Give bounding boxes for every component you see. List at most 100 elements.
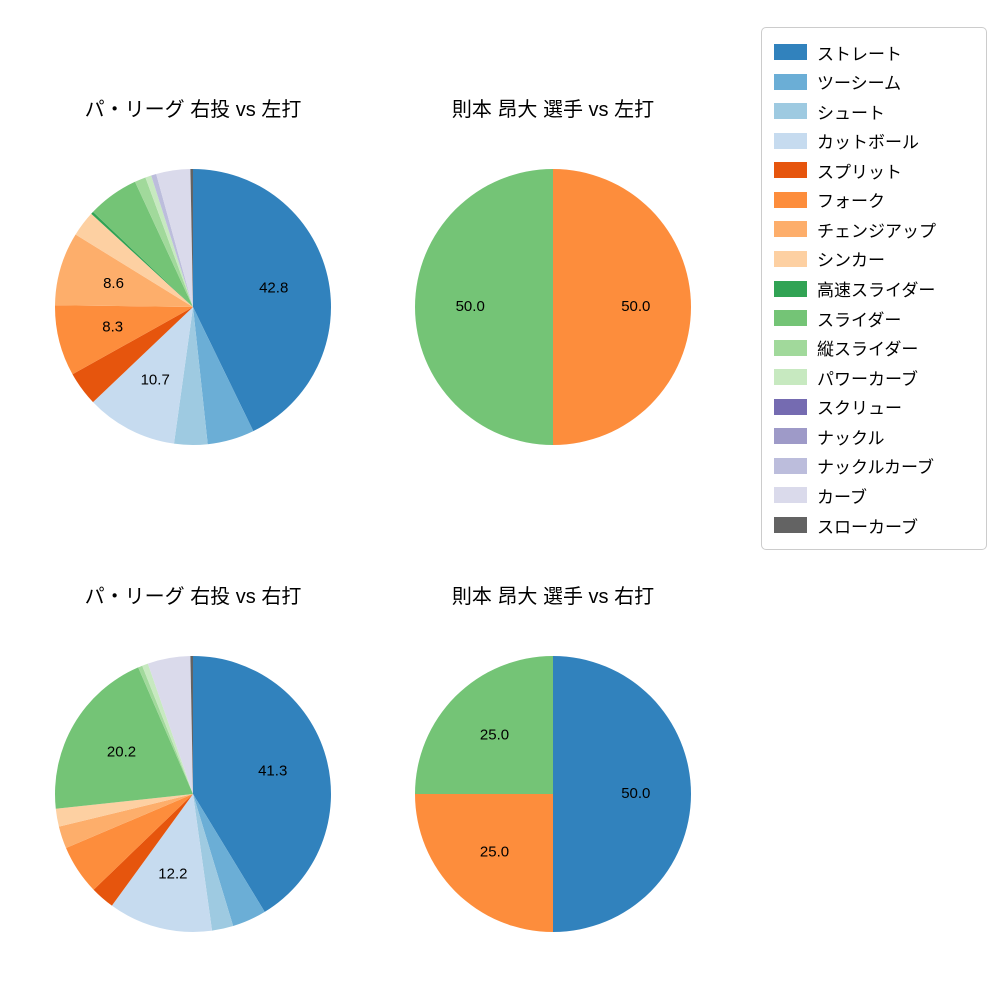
- legend-item-label: ストレート: [817, 44, 902, 64]
- legend-item-label: シンカー: [817, 251, 885, 271]
- pie-slice-縦スライダー: [138, 665, 193, 794]
- pie-slice-label: 50.0: [456, 298, 485, 315]
- legend-item-label: スプリット: [817, 162, 902, 182]
- pie-slice-パワーカーブ: [145, 175, 193, 307]
- chart-pa-league-vs-right: パ・リーグ 右投 vs 右打 41.3 12.2 20.2: [53, 583, 333, 934]
- legend-item: フォーク: [774, 186, 974, 214]
- legend-item-label: ナックルカーブ: [817, 458, 934, 478]
- pie-slice-シュート: [193, 794, 234, 931]
- legend-item: シュート: [774, 97, 974, 125]
- legend-item: スライダー: [774, 304, 974, 332]
- legend-item-label: ナックル: [817, 428, 885, 448]
- legend-swatch: [774, 310, 807, 327]
- pie-slice-チェンジアップ: [58, 794, 193, 849]
- legend-item: パワーカーブ: [774, 363, 974, 391]
- legend-item-label: 高速スライダー: [817, 281, 936, 300]
- pie-slice-カットボール: [93, 307, 193, 444]
- pie-slice-カーブ: [147, 656, 193, 794]
- legend-swatch: [774, 73, 807, 90]
- pie-chart-pa-league-vs-right: 41.3 12.2 20.2: [55, 655, 331, 932]
- chart-pa-league-vs-left: パ・リーグ 右投 vs 左打 42.8 10.7 8.3 8.6: [53, 96, 333, 447]
- pie-slice-縦スライダー: [135, 177, 193, 307]
- chart-title: パ・リーグ 右投 vs 左打: [84, 99, 302, 121]
- pie-slice-パワーカーブ: [142, 663, 193, 794]
- legend-swatch: [774, 428, 807, 445]
- pie-slice-フォーク: [66, 794, 193, 890]
- pie-slice-シュート: [173, 307, 208, 445]
- pie-slice-label: 50.0: [621, 785, 650, 802]
- pie-chart-pa-league-vs-left: 42.8 10.7 8.3 8.6: [54, 168, 332, 445]
- pie-slice-チェンジアップ: [55, 234, 194, 307]
- pie-slice-label: 50.0: [621, 298, 650, 315]
- pie-slice-カーブ: [156, 169, 193, 307]
- pie-slice-ツーシーム: [193, 794, 265, 927]
- pie-slice-スライダー: [415, 656, 553, 794]
- legend-swatch: [774, 162, 807, 179]
- legend-item: ツーシーム: [774, 68, 974, 96]
- pie-slice-シンカー: [75, 213, 193, 307]
- pie-slice-ストレート: [193, 656, 331, 912]
- legend-item-label: カーブ: [817, 487, 867, 507]
- legend-item: スクリュー: [774, 393, 974, 421]
- pie-slice-スプリット: [72, 307, 193, 403]
- pie-slice-label: 41.3: [258, 763, 287, 780]
- legend-swatch: [774, 517, 807, 533]
- chart-norimoto-vs-left: 則本 昂大 選手 vs 左打 50.0 50.0: [413, 96, 693, 447]
- legend-swatch: [774, 191, 807, 208]
- legend-item-label: チェンジアップ: [817, 221, 936, 241]
- legend-item: チェンジアップ: [774, 215, 974, 243]
- pie-slice-label: 8.6: [103, 275, 124, 292]
- pie-slice-スローカーブ: [190, 168, 193, 307]
- legend-swatch: [774, 103, 807, 120]
- legend: ストレートツーシームシュートカットボール スプリットフォークチェンジアップ シンカー…: [761, 27, 987, 550]
- pie-slice-ストレート: [193, 169, 332, 432]
- pie-slice-label: 20.2: [107, 743, 136, 760]
- legend-swatch: [774, 250, 807, 267]
- pie-chart-norimoto-vs-right: 50.0 25.0 25.0: [415, 656, 691, 932]
- legend-swatch: [774, 44, 807, 60]
- legend-item: ナックルカーブ: [774, 452, 974, 480]
- legend-item-label: 縦スライダー: [817, 340, 919, 360]
- pie-slice-スライダー: [93, 181, 193, 307]
- legend-item-label: カットボール: [817, 133, 919, 153]
- legend-item-label: スライダー: [817, 310, 902, 330]
- legend-swatch: [774, 280, 807, 297]
- legend-swatch: [774, 457, 807, 474]
- legend-item: ストレート: [774, 38, 974, 66]
- pie-slice-ストレート: [553, 656, 691, 932]
- legend-item-label: ツーシーム: [817, 74, 902, 94]
- legend-swatch: [774, 339, 807, 356]
- legend-item-label: スクリュー: [817, 399, 902, 419]
- legend-item: 高速スライダー: [774, 275, 974, 303]
- legend-swatch: [774, 221, 807, 238]
- chart-title: 則本 昂大 選手 vs 左打: [451, 99, 655, 121]
- legend-item-label: パワーカーブ: [817, 369, 918, 389]
- legend-item: カットボール: [774, 127, 974, 155]
- pie-slice-シンカー: [55, 794, 193, 827]
- legend-item: ナックル: [774, 422, 974, 450]
- pie-slice-スライダー: [415, 169, 553, 445]
- legend-item-label: シュート: [817, 103, 885, 123]
- legend-item: 縦スライダー: [774, 334, 974, 362]
- legend-item-label: スローカーブ: [817, 517, 918, 537]
- pie-slice-label: 10.7: [141, 372, 170, 389]
- legend-item: スローカーブ: [774, 511, 974, 539]
- pie-slice-カットボール: [111, 794, 213, 932]
- pie-slice-ツーシーム: [193, 307, 254, 445]
- legend-swatch: [774, 369, 807, 386]
- legend-item: スプリット: [774, 156, 974, 184]
- pie-slice-label: 12.2: [158, 865, 187, 882]
- chart-title: 則本 昂大 選手 vs 右打: [451, 586, 655, 608]
- pie-chart-norimoto-vs-left: 50.0 50.0: [415, 169, 691, 445]
- pie-slice-スライダー: [55, 667, 193, 809]
- pie-slice-スローカーブ: [190, 655, 193, 794]
- pie-slice-高速スライダー: [91, 211, 193, 307]
- legend-swatch: [774, 487, 807, 504]
- chart-norimoto-vs-right: 則本 昂大 選手 vs 右打 50.0 25.0 25.0: [413, 583, 693, 934]
- pie-slice-フォーク: [415, 794, 553, 932]
- legend-swatch: [774, 398, 807, 415]
- legend-item: カーブ: [774, 481, 974, 509]
- pie-slice-label: 25.0: [480, 843, 509, 860]
- pie-slice-フォーク: [54, 305, 193, 375]
- pie-slice-スプリット: [93, 794, 193, 906]
